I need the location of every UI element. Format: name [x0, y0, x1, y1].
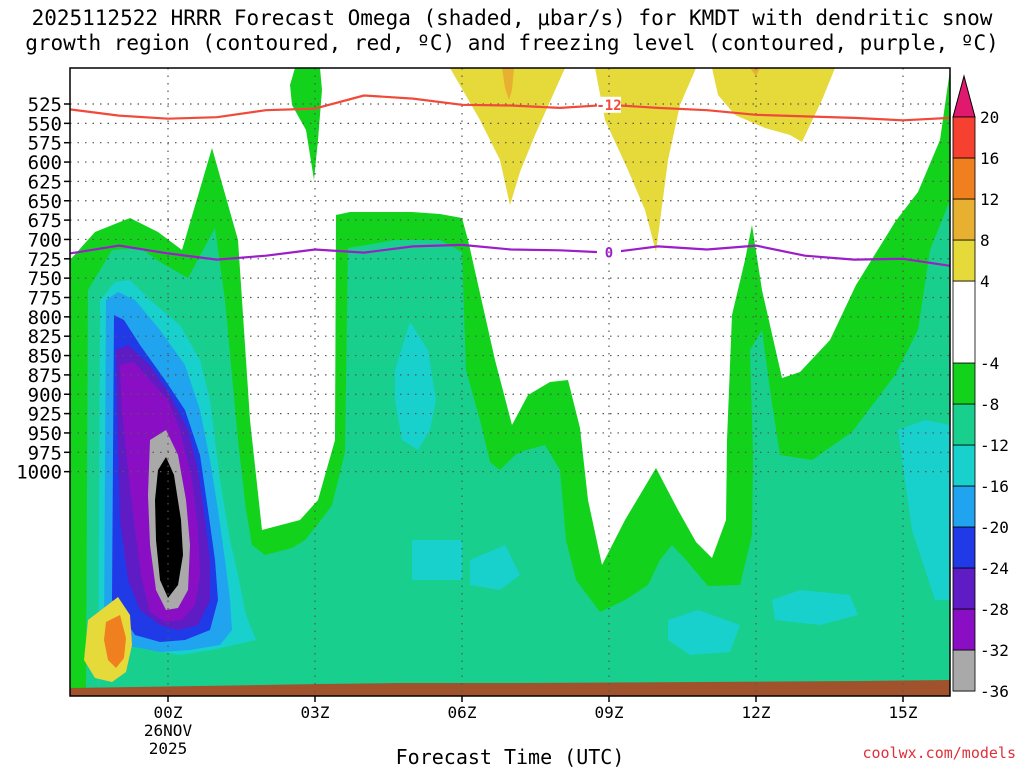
omega-region-cyan-3 [412, 540, 462, 580]
y-tick-label: 825 [28, 326, 62, 348]
freezing-level-contour [69, 243, 951, 267]
colorbar-label: 8 [980, 231, 990, 250]
y-tick-label: 975 [28, 442, 62, 464]
colorbar-label: -12 [980, 436, 1009, 455]
colorbar-max-triangle [952, 74, 976, 118]
omega-region-yellow-3 [712, 68, 835, 142]
colorbar-label: 4 [980, 272, 990, 291]
omega-region-green-sliver [290, 68, 322, 180]
dendritic-contour-label: -12 [596, 98, 621, 114]
colorbar-segment [952, 198, 976, 241]
omega-region-cyan-5 [668, 610, 740, 655]
colorbar-segment [952, 280, 976, 364]
surface-terrain [70, 680, 950, 696]
colorbar-segment [952, 403, 976, 446]
x-tick-label: 12Z [742, 703, 771, 722]
omega-shading [70, 68, 950, 690]
omega-region-cyan-4 [470, 545, 520, 590]
y-tick-label: 600 [28, 152, 62, 174]
freezing-contour-label: 0 [605, 246, 613, 262]
omega-region-green [70, 70, 950, 690]
plot-frame [69, 67, 951, 697]
colorbar-segment [952, 649, 976, 692]
chart-title-line-1: 2025112522 HRRR Forecast Omega (shaded, … [31, 6, 993, 30]
x-tick-label: 03Z [301, 703, 330, 722]
colorbar-segment [952, 116, 976, 159]
omega-region-cyan-7 [898, 420, 950, 600]
dendritic-label-bg [597, 96, 621, 113]
omega-region-cyan-2 [395, 322, 436, 450]
x-tick-label: 00Z [154, 703, 183, 722]
y-tick-label: 625 [28, 171, 62, 193]
x-axis-label: Forecast Time (UTC) [396, 745, 625, 768]
colorbar-label: -36 [980, 682, 1009, 701]
y-tick-label: 925 [28, 404, 62, 426]
chart-title-line-2: growth region (contoured, red, ºC) and f… [25, 31, 999, 55]
colorbar-label: 16 [980, 149, 999, 168]
omega-region-mid-green [86, 200, 950, 690]
colorbar-segment [952, 239, 976, 282]
colorbar-segment [952, 608, 976, 651]
colorbar-label: -16 [980, 477, 1009, 496]
colorbar-segment [952, 444, 976, 487]
x-tick-year: 2025 [149, 739, 188, 758]
y-tick-label: 650 [28, 191, 62, 213]
y-tick-label: 725 [28, 249, 62, 271]
y-tick-label: 900 [28, 384, 62, 406]
y-tick-label: 950 [28, 423, 62, 445]
y-tick-label: 750 [28, 268, 62, 290]
freezing-label-bg [597, 244, 621, 261]
omega-region-orange-3 [104, 615, 126, 668]
x-tick-label: 15Z [889, 703, 918, 722]
colorbar-label: 12 [980, 190, 999, 209]
colorbar-segment [952, 526, 976, 569]
colorbar-label: -8 [980, 395, 999, 414]
omega-region-cyan-6 [772, 590, 858, 625]
colorbar-segment [952, 157, 976, 200]
omega-region-orange-1 [502, 68, 514, 100]
x-tick-date: 26NOV [144, 721, 193, 740]
y-axis: 5255505756006256506757007257507758008258… [16, 94, 70, 484]
contour-lines: -12 0 [69, 94, 951, 267]
y-tick-label: 550 [28, 113, 62, 135]
omega-region-yellow-2 [595, 68, 696, 252]
y-tick-label: 1000 [16, 462, 62, 484]
omega-region-orange-2 [750, 68, 760, 76]
credit-text: coolwx.com/models [862, 744, 1016, 762]
x-tick-label: 09Z [595, 703, 624, 722]
x-tick-label: 06Z [448, 703, 477, 722]
y-tick-label: 800 [28, 307, 62, 329]
colorbar-segment [952, 485, 976, 528]
y-tick-label: 850 [28, 346, 62, 368]
colorbar-label: -24 [980, 559, 1009, 578]
y-tick-label: 525 [28, 94, 62, 116]
y-tick-label: 875 [28, 365, 62, 387]
y-tick-label: 675 [28, 210, 62, 232]
y-tick-label: 775 [28, 288, 62, 310]
omega-region-black [155, 457, 183, 598]
colorbar-label: -32 [980, 641, 1009, 660]
colorbar-label: -20 [980, 518, 1009, 537]
colorbar-label: -28 [980, 600, 1009, 619]
colorbar-label: -4 [980, 354, 999, 373]
omega-region-yellow-1 [450, 68, 565, 205]
colorbar-label: 20 [980, 108, 999, 127]
colorbar-segment [952, 362, 976, 405]
colorbar: 20 16 12 8 4 -4 -8 -12 -16 -20 -24 -28 -32 -36 [952, 74, 1009, 701]
colorbar-segment [952, 567, 976, 610]
dendritic-growth-contour [69, 94, 951, 122]
y-tick-label: 575 [28, 133, 62, 155]
y-tick-label: 700 [28, 229, 62, 251]
